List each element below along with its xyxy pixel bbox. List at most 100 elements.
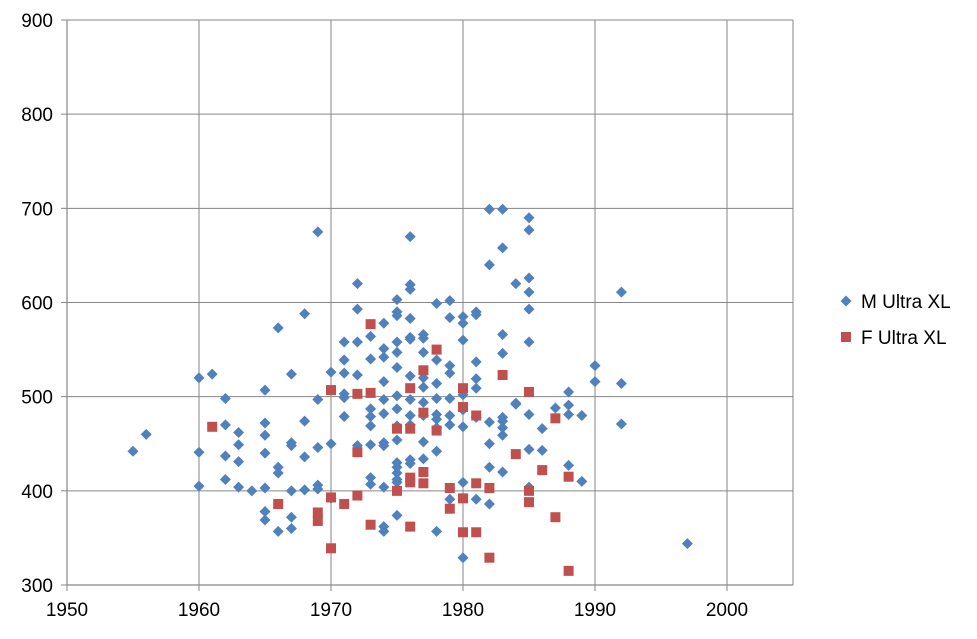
data-point: [523, 272, 535, 284]
data-point: [378, 481, 390, 493]
axes: [61, 19, 793, 591]
data-point: [550, 413, 561, 424]
x-tick-label: 1990: [574, 600, 616, 621]
data-point: [391, 336, 403, 348]
data-point: [405, 521, 416, 532]
data-point: [563, 386, 575, 398]
data-point: [365, 387, 376, 398]
data-point: [365, 330, 377, 342]
x-tick-label: 2000: [706, 600, 748, 621]
data-point: [207, 421, 218, 432]
data-point: [391, 310, 403, 322]
data-point: [589, 376, 601, 388]
data-point: [206, 368, 218, 380]
data-point: [233, 456, 245, 468]
data-point: [352, 490, 363, 501]
data-point: [549, 402, 561, 414]
data-point: [523, 303, 535, 315]
data-point: [391, 461, 403, 473]
data-point: [470, 356, 482, 368]
data-point: [365, 403, 377, 415]
data-point: [404, 313, 416, 325]
data-point: [352, 447, 363, 458]
data-point: [405, 383, 416, 394]
data-point: [233, 426, 245, 438]
data-point: [285, 511, 297, 523]
data-point: [417, 346, 429, 358]
data-point: [444, 312, 456, 324]
data-point: [219, 393, 231, 405]
data-point: [391, 476, 403, 488]
data-point: [365, 319, 376, 330]
data-point: [405, 477, 416, 488]
data-point: [259, 429, 271, 441]
data-point: [326, 492, 336, 503]
data-point: [510, 278, 522, 290]
data-point: [550, 512, 561, 523]
data-point: [312, 507, 323, 518]
data-point: [351, 278, 363, 290]
data-point: [470, 382, 482, 394]
data-point: [458, 493, 468, 504]
data-point: [417, 453, 429, 465]
y-tick-label: 500: [21, 388, 53, 409]
data-point: [285, 368, 297, 380]
data-point: [351, 303, 363, 315]
data-point: [391, 467, 403, 479]
data-point: [444, 295, 456, 307]
data-point: [259, 384, 271, 396]
data-point: [497, 203, 509, 215]
x-tick-label: 1960: [178, 600, 220, 621]
data-point: [378, 351, 390, 363]
data-point: [524, 497, 534, 508]
data-point: [378, 393, 390, 405]
data-point: [417, 396, 429, 408]
x-tick-label: 1950: [46, 600, 88, 621]
data-point: [365, 353, 377, 365]
y-tick-label: 700: [21, 199, 53, 220]
data-point: [431, 354, 443, 366]
data-point: [418, 467, 429, 477]
data-point: [312, 442, 324, 454]
data-point: [365, 472, 377, 484]
data-point: [431, 393, 443, 405]
data-point: [404, 370, 416, 382]
data-point: [299, 415, 311, 427]
data-point: [497, 242, 509, 254]
data-point: [127, 445, 139, 457]
data-point: [193, 446, 205, 458]
data-point: [391, 294, 403, 306]
data-point: [483, 203, 495, 215]
y-tick-label: 400: [21, 482, 53, 503]
data-point: [497, 422, 509, 434]
data-point: [378, 317, 390, 329]
data-point: [681, 538, 693, 550]
data-point: [365, 478, 377, 490]
data-point: [576, 475, 588, 487]
data-point: [404, 283, 416, 295]
data-point: [299, 308, 311, 320]
data-point: [471, 410, 482, 421]
data-point: [470, 373, 482, 385]
data-point: [259, 447, 271, 459]
data-point: [219, 419, 231, 431]
data-point: [484, 483, 495, 494]
data-point: [193, 480, 205, 492]
data-point: [418, 407, 429, 418]
data-point: [338, 354, 350, 366]
data-point: [299, 451, 311, 463]
data-point: [219, 474, 231, 486]
y-tick-label: 300: [21, 576, 53, 597]
data-point: [484, 552, 495, 563]
data-point: [497, 429, 509, 441]
data-point: [351, 336, 363, 348]
data-point: [615, 286, 627, 298]
data-point: [325, 438, 337, 450]
data-point: [444, 410, 456, 421]
data-point: [563, 459, 575, 471]
data-point: [299, 484, 311, 496]
data-point: [523, 224, 535, 236]
data-point: [431, 344, 442, 355]
data-point: [576, 410, 588, 421]
